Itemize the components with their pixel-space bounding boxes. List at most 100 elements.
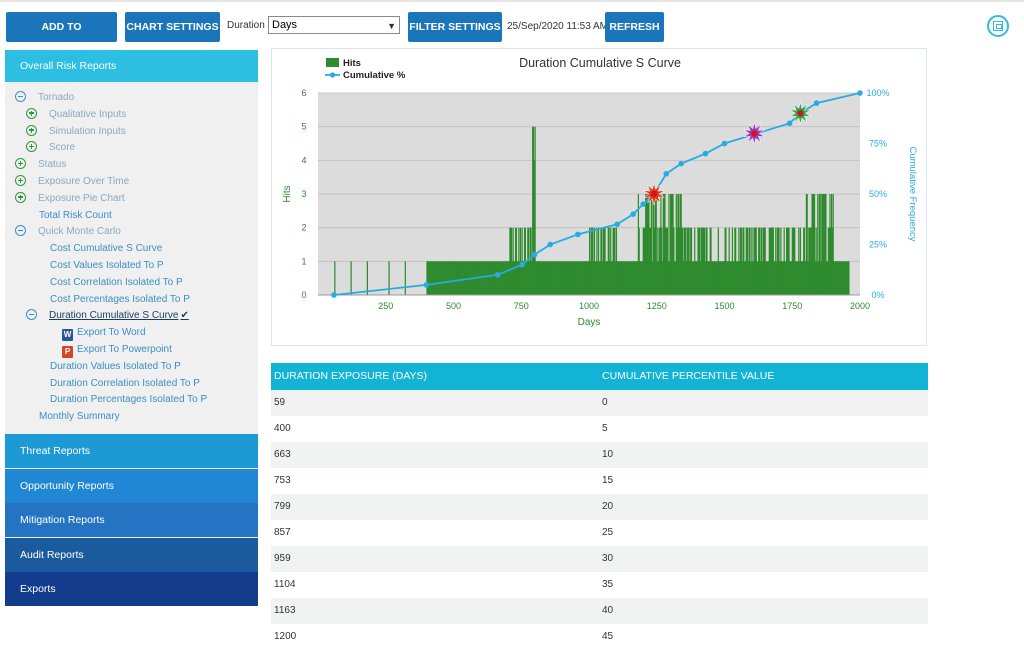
hits-bar [366, 261, 368, 295]
expand-icon[interactable] [15, 191, 26, 203]
cell-duration: 959 [274, 553, 291, 564]
hits-bar [687, 227, 689, 295]
duration-select[interactable]: Days ▼ [268, 16, 400, 34]
sidebar-item-simulation-inputs[interactable]: Simulation Inputs [26, 124, 126, 140]
sidebar-item-status[interactable]: Status [15, 157, 66, 173]
sidebar-item-qualitative-inputs[interactable]: Qualitative Inputs [26, 107, 126, 123]
sidebar-item-tornado[interactable]: Tornado [15, 90, 74, 106]
hits-bar [667, 261, 669, 295]
hits-bar [428, 261, 430, 295]
hits-bar [827, 227, 829, 295]
sidebar-item-duration-percentages-isolated-to-p[interactable]: Duration Percentages Isolated To P [50, 392, 207, 408]
sidebar-item-export-to-word[interactable]: W Export To Word [62, 325, 146, 342]
y-axis-title: Hits [282, 185, 293, 202]
hits-bar [671, 194, 673, 295]
hits-bar [547, 261, 550, 295]
hits-bar [648, 194, 650, 295]
sidebar-item-duration-correlation-isolated-to-p[interactable]: Duration Correlation Isolated To P [50, 376, 200, 392]
expand-icon[interactable] [26, 124, 37, 136]
hits-bar [742, 227, 744, 295]
hits-bar [502, 261, 505, 295]
save-icon[interactable] [987, 15, 1009, 37]
hits-bar [601, 227, 603, 295]
hits-bar [530, 227, 532, 295]
table-row: 799 20 [271, 494, 928, 520]
sidebar-item-cost-cumulative-s-curve[interactable]: Cost Cumulative S Curve [50, 241, 162, 257]
sidebar-item-cost-percentages-isolated-to-p[interactable]: Cost Percentages Isolated To P [50, 292, 190, 308]
hits-bar [763, 227, 765, 295]
add-to-dashboard-button[interactable]: ADD TO DASHBOARD [6, 12, 117, 63]
hits-bar [596, 227, 598, 295]
hits-bar [622, 261, 624, 295]
hits-bar [458, 261, 460, 295]
expand-icon[interactable] [15, 175, 26, 186]
refresh-button[interactable]: REFRESH [605, 12, 664, 42]
sidebar-item-quick-monte-carlo[interactable]: Quick Monte Carlo [15, 224, 121, 240]
hits-bar [659, 227, 661, 295]
hits-bar [804, 261, 806, 295]
hits-bar [800, 261, 802, 295]
section-audit-reports[interactable]: Audit Reports [5, 537, 258, 572]
hits-bar [735, 261, 738, 295]
chart-settings-button[interactable]: CHART SETTINGS [125, 12, 220, 42]
hits-bar [701, 227, 703, 295]
collapse-icon[interactable] [26, 309, 37, 321]
section-mitigation-reports[interactable]: Mitigation Reports [5, 503, 258, 537]
hits-bar [649, 227, 651, 295]
expand-icon[interactable] [26, 107, 37, 119]
hits-bar [843, 261, 845, 295]
collapse-icon[interactable] [15, 91, 26, 102]
hits-bar [837, 261, 839, 295]
hits-bar [563, 261, 565, 295]
hits-bar [564, 261, 567, 295]
hits-bar [510, 227, 512, 295]
sidebar-item-label: Exposure Over Time [38, 176, 130, 187]
hits-bar [427, 261, 429, 295]
section-threat-reports[interactable]: Threat Reports [5, 434, 258, 468]
hits-bar [523, 227, 526, 295]
filter-settings-button[interactable]: FILTER SETTINGS [408, 12, 502, 42]
hits-bar [498, 261, 500, 295]
hits-bar [720, 261, 722, 295]
sidebar-item-exposure-pie-chart[interactable]: Exposure Pie Chart [15, 191, 125, 207]
hits-bar [724, 227, 726, 295]
hits-bar [692, 261, 694, 295]
hits-bar [627, 261, 629, 295]
sidebar-item-monthly-summary[interactable]: Monthly Summary [39, 409, 120, 425]
hits-bar [602, 227, 605, 295]
word-file-icon: W [62, 329, 73, 342]
sidebar-item-label: Simulation Inputs [49, 125, 126, 137]
sidebar-item-duration-values-isolated-to-p[interactable]: Duration Values Isolated To P [50, 359, 181, 375]
sidebar-item-duration-cumulative-s-curve[interactable]: Duration Cumulative S Curve ✔ [26, 308, 189, 324]
hits-bar [432, 261, 434, 295]
hits-bar [654, 227, 656, 295]
expand-icon[interactable] [15, 158, 26, 170]
hits-bar [616, 261, 618, 295]
sidebar-item-cost-values-isolated-to-p[interactable]: Cost Values Isolated To P [50, 258, 164, 274]
hits-bar [841, 261, 844, 295]
sidebar-item-label: Cost Correlation Isolated To P [50, 276, 183, 288]
hits-bar [521, 227, 523, 295]
hits-bar [836, 261, 838, 295]
sidebar-item-label: Status [38, 159, 67, 171]
sidebar-item-exposure-over-time[interactable]: Exposure Over Time [15, 174, 129, 190]
section-opportunity-reports[interactable]: Opportunity Reports [5, 468, 258, 503]
hits-bar [481, 261, 483, 295]
hits-bar [573, 261, 576, 295]
sidebar-header[interactable]: Overall Risk Reports [5, 50, 258, 82]
sidebar-item-score[interactable]: Score [26, 140, 75, 156]
sidebar-item-export-to-powerpoint[interactable]: P Export To Powerpoint [62, 342, 172, 358]
hits-bar [726, 261, 729, 295]
hits-bar [845, 261, 848, 295]
sidebar-item-total-risk-count[interactable]: Total Risk Count [39, 208, 112, 224]
hits-bar [683, 227, 685, 295]
hits-bar [574, 261, 576, 295]
hits-bar [774, 261, 776, 295]
expand-icon[interactable] [26, 141, 37, 153]
collapse-icon[interactable] [15, 225, 26, 237]
hits-bar [740, 227, 742, 295]
hits-bar [624, 261, 626, 295]
section-exports[interactable]: Exports [5, 572, 258, 606]
hits-bar [456, 261, 458, 295]
sidebar-item-cost-correlation-isolated-to-p[interactable]: Cost Correlation Isolated To P [50, 275, 183, 291]
